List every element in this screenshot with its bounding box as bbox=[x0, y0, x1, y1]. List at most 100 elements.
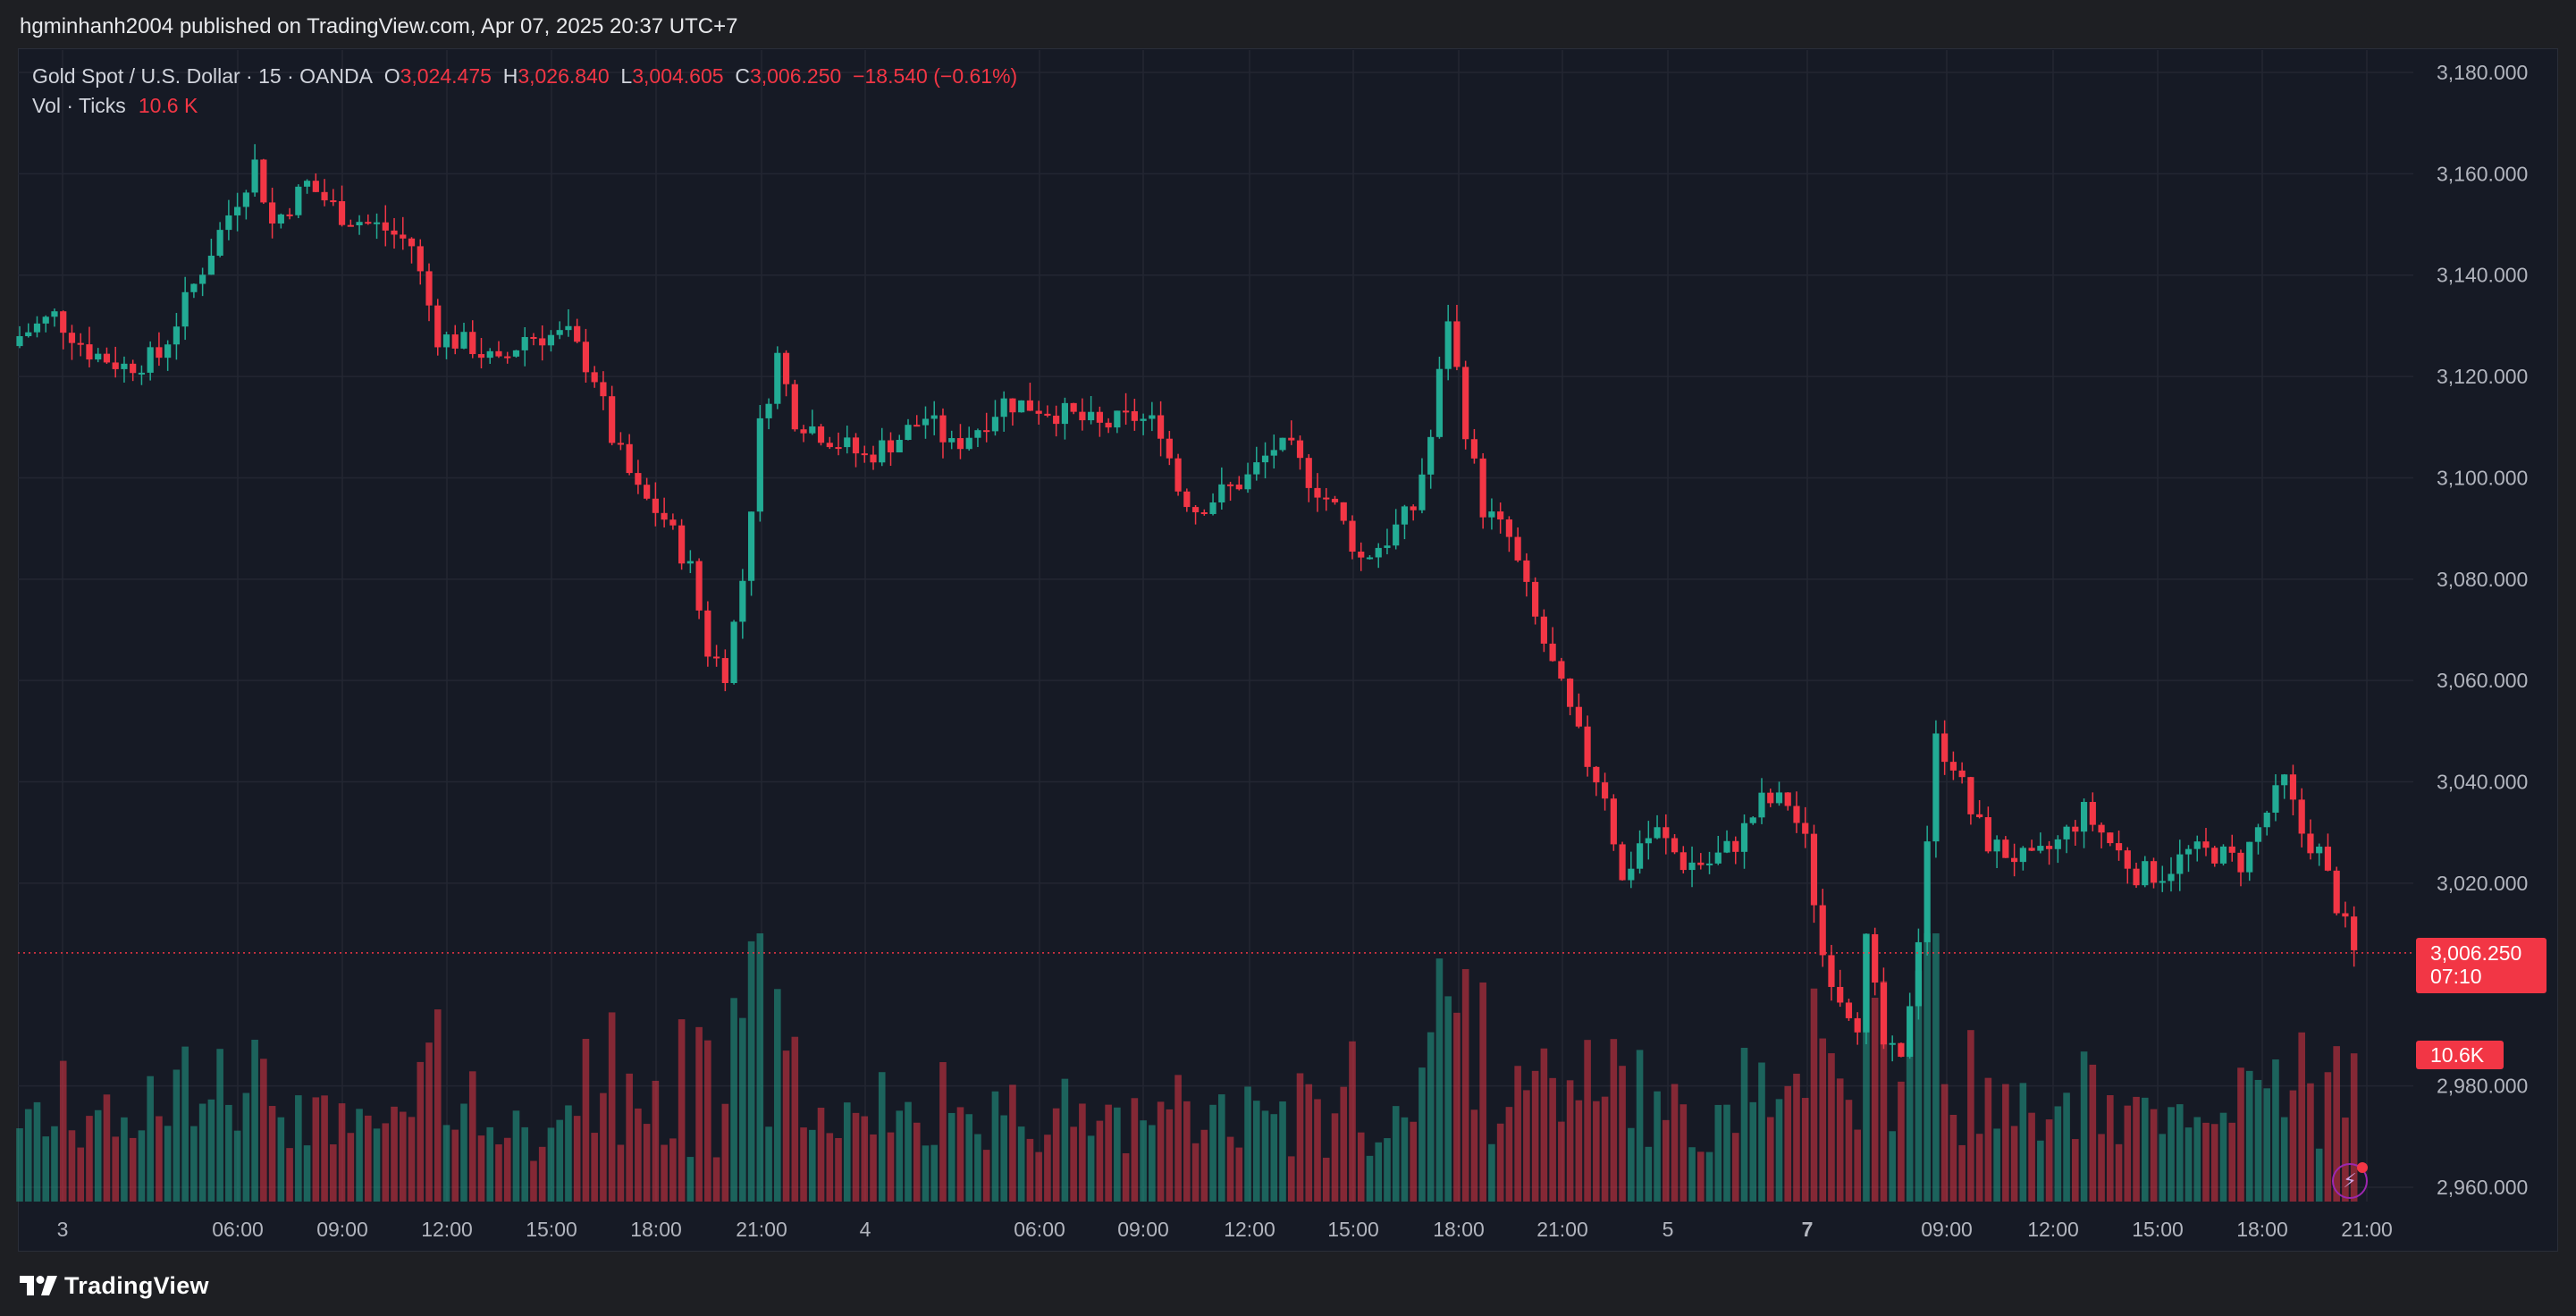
candle-body bbox=[1174, 458, 1182, 492]
candle-body bbox=[2237, 852, 2244, 873]
candle-body bbox=[1584, 726, 1591, 767]
candle-body bbox=[277, 214, 284, 224]
brand-name: TradingView bbox=[64, 1271, 209, 1299]
volume-bar bbox=[503, 1137, 511, 1202]
volume-bar bbox=[408, 1117, 416, 1202]
candle-body bbox=[905, 425, 912, 441]
candle-body bbox=[574, 325, 581, 342]
candle-body bbox=[2028, 848, 2035, 851]
candle-body bbox=[442, 334, 450, 348]
candle-body bbox=[756, 418, 763, 512]
volume-bar bbox=[2202, 1122, 2210, 1202]
candle-body bbox=[460, 332, 467, 349]
candle-body bbox=[434, 305, 442, 348]
candle-body bbox=[652, 498, 659, 513]
candle-body bbox=[373, 222, 381, 224]
candle-body bbox=[1793, 806, 1800, 823]
candle-body bbox=[644, 485, 651, 499]
volume-bar bbox=[442, 1125, 450, 1202]
y-tick-label: 3,100.000 bbox=[2437, 466, 2528, 489]
candle-body bbox=[2263, 812, 2270, 828]
volume-bar bbox=[704, 1040, 711, 1202]
candle-body bbox=[121, 363, 128, 369]
volume-bar bbox=[1470, 1109, 1478, 1202]
volume-bar bbox=[652, 1080, 660, 1202]
volume-bar bbox=[635, 1108, 642, 1202]
tradingview-logo-icon bbox=[20, 1276, 57, 1295]
candle-body bbox=[1323, 497, 1330, 500]
volume-bar bbox=[965, 1114, 973, 1202]
volume-bar bbox=[2045, 1119, 2053, 1202]
chart-pane[interactable] bbox=[18, 48, 2558, 1252]
candle-body bbox=[2019, 848, 2026, 863]
volume-bar bbox=[138, 1130, 146, 1202]
candle-body bbox=[1000, 398, 1007, 418]
volume-bar bbox=[1531, 1070, 1539, 1202]
volume-bar bbox=[1924, 933, 1931, 1202]
x-tick-label: 3 bbox=[57, 1218, 69, 1241]
y-tick-label: 3,080.000 bbox=[2437, 568, 2528, 591]
volume-bar bbox=[617, 1144, 625, 1202]
volume-bar bbox=[147, 1076, 154, 1202]
candle-body bbox=[2324, 846, 2332, 871]
candle-body bbox=[879, 440, 886, 463]
volume-bar bbox=[277, 1117, 285, 1202]
volume-bar bbox=[1915, 970, 1923, 1202]
volume-bar bbox=[712, 1157, 720, 1202]
candle-body bbox=[1705, 863, 1713, 865]
y-tick-label: 3,140.000 bbox=[2437, 264, 2528, 287]
candle-body bbox=[1784, 792, 1791, 806]
lightning-icon[interactable]: ⚡ bbox=[2332, 1163, 2368, 1199]
candle-body bbox=[800, 429, 807, 434]
volume-bar bbox=[1949, 1114, 1957, 1202]
volume-bar bbox=[591, 1133, 598, 1202]
volume-bar bbox=[1114, 1107, 1121, 1202]
volume-label[interactable]: Vol · Ticks bbox=[32, 94, 126, 117]
candle-body bbox=[103, 353, 111, 363]
volume-bar bbox=[1140, 1120, 1147, 1202]
volume-bar bbox=[1009, 1084, 1016, 1202]
volume-bar bbox=[2219, 1112, 2227, 1202]
x-tick-label: 21:00 bbox=[2341, 1218, 2393, 1241]
volume-bar bbox=[2210, 1124, 2218, 1202]
candle-body bbox=[817, 426, 825, 443]
candle-body bbox=[739, 580, 746, 622]
ohlc-legend: Gold Spot / U.S. Dollar · 15 · OANDA O3,… bbox=[32, 64, 1017, 89]
candle-body bbox=[1166, 438, 1173, 459]
footer-brand[interactable]: TradingView bbox=[20, 1272, 209, 1299]
candle-body bbox=[774, 352, 781, 404]
last-price: 3,006.250 bbox=[2430, 941, 2522, 965]
candle-body bbox=[1088, 411, 1095, 421]
symbol-name[interactable]: Gold Spot / U.S. Dollar · 15 · OANDA bbox=[32, 64, 373, 88]
volume-bar bbox=[94, 1109, 102, 1202]
volume-bar bbox=[373, 1128, 381, 1202]
volume-bar bbox=[1558, 1121, 1565, 1202]
volume-bar bbox=[1401, 1117, 1409, 1202]
candle-body bbox=[835, 447, 842, 450]
volume-bar bbox=[1593, 1101, 1600, 1202]
candle-body bbox=[1636, 843, 1644, 869]
candle-body bbox=[1235, 485, 1242, 490]
x-tick-label: 18:00 bbox=[2236, 1218, 2288, 1241]
volume-bar bbox=[1723, 1104, 1730, 1202]
candle-body bbox=[181, 291, 189, 327]
volume-bar bbox=[1070, 1126, 1077, 1202]
candle-body bbox=[678, 525, 686, 564]
x-tick-label: 18:00 bbox=[1433, 1218, 1485, 1241]
volume-bar bbox=[1296, 1073, 1304, 1202]
volume-bar bbox=[1017, 1126, 1025, 1202]
candle-body bbox=[1331, 498, 1339, 502]
x-tick-label: 15:00 bbox=[526, 1218, 577, 1241]
volume-bar bbox=[1183, 1101, 1191, 1202]
candle-body bbox=[1819, 905, 1826, 956]
candle-body bbox=[1924, 841, 1931, 942]
volume-bar bbox=[477, 1135, 485, 1202]
volume-bar bbox=[1714, 1104, 1722, 1202]
volume-bar bbox=[1131, 1098, 1139, 1202]
volume-bar bbox=[2080, 1051, 2088, 1202]
volume-bar bbox=[1166, 1109, 1174, 1202]
candle-body bbox=[1123, 410, 1130, 413]
candle-body bbox=[164, 344, 172, 359]
volume-bar bbox=[1366, 1155, 1374, 1202]
